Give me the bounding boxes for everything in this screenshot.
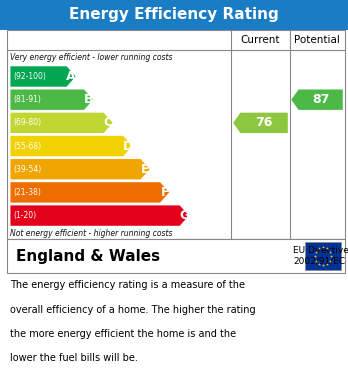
Text: lower the fuel bills will be.: lower the fuel bills will be. <box>10 353 138 363</box>
Bar <box>7 30 345 239</box>
Text: Energy Efficiency Rating: Energy Efficiency Rating <box>69 7 279 22</box>
Polygon shape <box>10 113 113 133</box>
Text: E: E <box>141 163 149 176</box>
Text: (69-80): (69-80) <box>13 118 41 127</box>
Text: 87: 87 <box>312 93 329 106</box>
Text: (1-20): (1-20) <box>13 211 36 220</box>
Text: (39-54): (39-54) <box>13 165 41 174</box>
Text: C: C <box>104 117 113 129</box>
Text: A: A <box>66 70 76 83</box>
Text: G: G <box>179 209 189 222</box>
Text: 76: 76 <box>255 117 273 129</box>
Text: D: D <box>122 140 133 152</box>
Polygon shape <box>10 66 76 87</box>
Text: England & Wales: England & Wales <box>16 249 160 264</box>
Bar <box>7 239 345 273</box>
Text: (55-68): (55-68) <box>13 142 41 151</box>
Text: The energy efficiency rating is a measure of the: The energy efficiency rating is a measur… <box>10 280 245 291</box>
Text: B: B <box>84 93 93 106</box>
Text: F: F <box>160 186 169 199</box>
Bar <box>304 242 341 270</box>
Polygon shape <box>233 113 288 133</box>
Text: Potential: Potential <box>294 35 340 45</box>
Polygon shape <box>10 159 150 179</box>
Polygon shape <box>10 136 132 156</box>
Text: the more energy efficient the home is and the: the more energy efficient the home is an… <box>10 329 237 339</box>
Bar <box>0 0 348 30</box>
Polygon shape <box>10 205 189 226</box>
Polygon shape <box>291 90 343 110</box>
Text: overall efficiency of a home. The higher the rating: overall efficiency of a home. The higher… <box>10 305 256 315</box>
Text: Current: Current <box>241 35 280 45</box>
Polygon shape <box>10 182 169 203</box>
Text: (92-100): (92-100) <box>13 72 46 81</box>
Text: Very energy efficient - lower running costs: Very energy efficient - lower running co… <box>10 53 173 62</box>
Text: (21-38): (21-38) <box>13 188 41 197</box>
Polygon shape <box>10 90 93 110</box>
Text: EU Directive
2002/91/EC: EU Directive 2002/91/EC <box>293 246 348 266</box>
Text: (81-91): (81-91) <box>13 95 41 104</box>
Text: Not energy efficient - higher running costs: Not energy efficient - higher running co… <box>10 228 173 238</box>
